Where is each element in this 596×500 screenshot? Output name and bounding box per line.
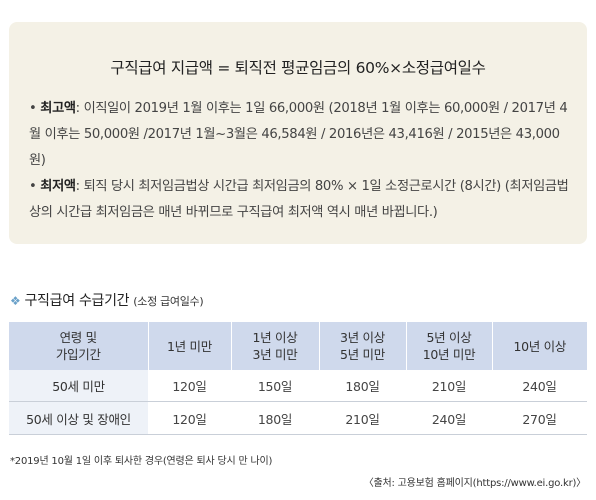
row-header-cell: 50세 미만 [9, 370, 148, 402]
header-line: 5년 미만 [340, 347, 385, 362]
table-cell: 240일 [406, 401, 492, 435]
table-header-cell: 10년 이상 [491, 322, 587, 370]
table-cell: 210일 [406, 370, 492, 402]
max-amount-item: • 최고액: 이직일이 2019년 1월 이후는 1일 66,000원 (201… [29, 101, 568, 168]
table-row: 50세 미만 120일 150일 180일 210일 240일 [9, 370, 587, 402]
table-header-cell: 1년 이상 3년 미만 [230, 322, 319, 370]
header-line: 1년 이상 [252, 330, 298, 345]
table-header-cell: 1년 미만 [147, 322, 231, 370]
table-cell: 270일 [492, 401, 587, 435]
header-line: 3년 미만 [252, 347, 298, 362]
header-line: 10년 미만 [422, 347, 476, 362]
diamond-cluster-icon: ❖ [10, 294, 21, 308]
table-header-cell: 3년 이상 5년 미만 [318, 322, 406, 370]
table-cell: 120일 [148, 401, 231, 435]
section-subtitle: (소정 급여일수) [133, 295, 204, 308]
max-amount-text: : 이직일이 2019년 1월 이후는 1일 66,000원 (2018년 1월… [29, 101, 568, 168]
table-cell: 180일 [319, 370, 406, 402]
table-cell: 180일 [231, 401, 319, 435]
table-cell: 120일 [148, 370, 231, 402]
info-box: 구직급여 지급액 = 퇴직전 평균임금의 60%×소정급여일수 • 최고액: 이… [9, 22, 587, 244]
table-cell: 240일 [492, 370, 587, 402]
header-line: 3년 이상 [340, 330, 385, 345]
header-line: 5년 이상 [426, 330, 472, 345]
header-line: 가입기간 [55, 347, 101, 362]
row-header-cell: 50세 이상 및 장애인 [9, 401, 148, 435]
table-cell: 150일 [231, 370, 319, 402]
header-line: 연령 및 [59, 330, 98, 345]
min-amount-label: 최저액 [40, 179, 76, 194]
formula-text: 구직급여 지급액 = 퇴직전 평균임금의 60%×소정급여일수 [110, 59, 486, 77]
max-amount-label: 최고액 [40, 101, 76, 116]
table-cell: 210일 [319, 401, 406, 435]
section-title: 구직급여 수급기간 [24, 293, 130, 309]
table-header-cell: 5년 이상 10년 미만 [405, 322, 492, 370]
min-amount-item: • 최저액: 퇴직 당시 최저임금법상 시간급 최저임금의 80% × 1일 소… [29, 179, 569, 220]
table-row: 50세 이상 및 장애인 120일 180일 210일 240일 270일 [9, 401, 587, 435]
footnote: *2019년 10월 1일 이후 퇴사한 경우(연령은 퇴사 당시 만 나이) [10, 456, 273, 467]
source-citation: 〈출처: 고용보험 홈페이지(https://www.ei.go.kr)〉 [363, 478, 586, 489]
min-amount-text: : 퇴직 당시 최저임금법상 시간급 최저임금의 80% × 1일 소정근로시간… [29, 179, 569, 220]
section-heading: ❖ 구직급여 수급기간 (소정 급여일수) [10, 290, 204, 310]
